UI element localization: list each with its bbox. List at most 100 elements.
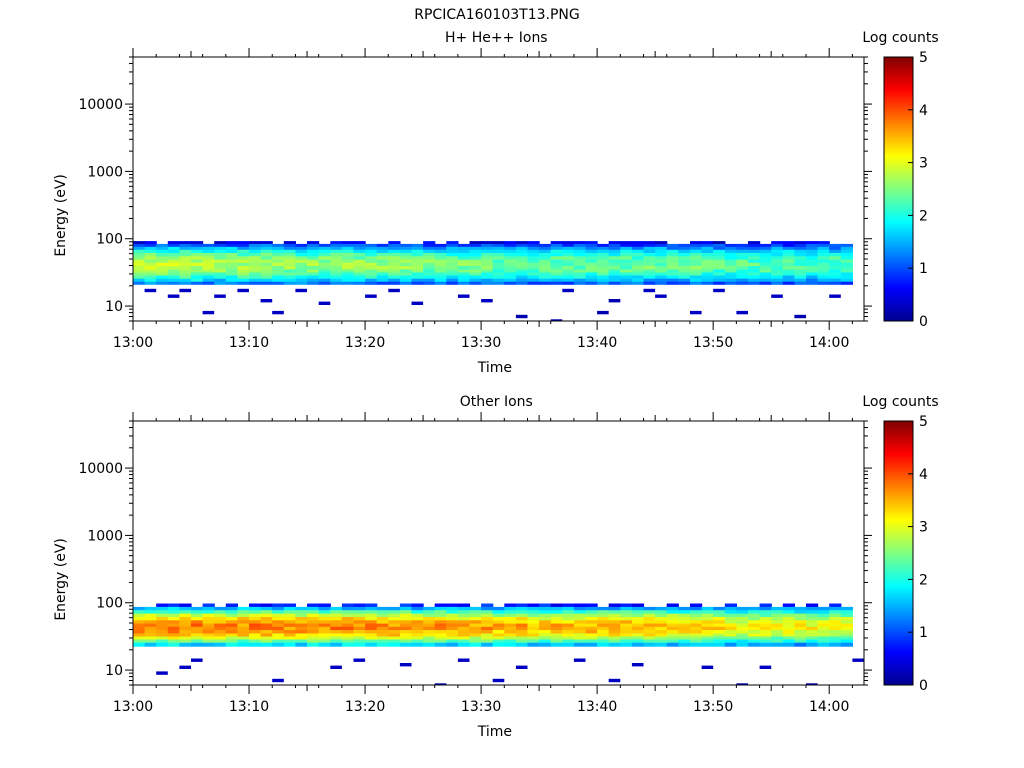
heatmap-cell: [399, 256, 413, 261]
heatmap-cell: [829, 269, 842, 274]
heatmap-cell: [829, 606, 842, 611]
heatmap-cell: [527, 617, 540, 621]
heatmap-cell: [492, 626, 505, 631]
heatmap-cell: [341, 253, 355, 257]
panel-title: H+ He++ Ions: [445, 30, 548, 46]
heatmap-cell: [295, 249, 308, 254]
heatmap-cell: [481, 253, 494, 257]
heatmap-cell: [620, 262, 633, 267]
heatmap-cell: [713, 275, 726, 280]
heatmap-cell: [597, 639, 610, 644]
heatmap-cell: [307, 610, 320, 615]
heatmap-cell: [457, 633, 471, 638]
heatmap-cell: [399, 623, 413, 628]
heatmap-cell: [388, 259, 401, 264]
heatmap-cell: [365, 639, 378, 644]
y-axis-label: Energy (eV): [53, 174, 69, 257]
heatmap-cell: [179, 665, 191, 669]
heatmap-cell: [341, 626, 355, 631]
heatmap-cell: [318, 259, 331, 264]
heatmap-cell: [376, 606, 389, 611]
heatmap-cell: [214, 269, 227, 274]
heatmap-cell: [307, 603, 320, 608]
heatmap-cell: [643, 623, 656, 628]
heatmap-cell: [225, 278, 238, 283]
heatmap-cell: [191, 249, 204, 254]
heatmap-cell: [144, 626, 157, 631]
heatmap-cell: [481, 278, 494, 283]
heatmap-cell: [585, 642, 598, 647]
heatmap-cell: [434, 620, 447, 625]
heatmap-cell: [759, 639, 772, 644]
heatmap-cell: [283, 256, 296, 261]
heatmap-cell: [840, 243, 853, 248]
heatmap-cell: [690, 310, 702, 315]
heatmap-cell: [225, 241, 238, 245]
heatmap-cell: [272, 281, 285, 285]
heatmap-cell: [794, 617, 807, 621]
heatmap-cell: [376, 281, 389, 285]
heatmap-cell: [330, 256, 343, 261]
heatmap-cell: [388, 630, 401, 635]
heatmap-cell: [295, 243, 308, 248]
heatmap-cell: [771, 639, 784, 644]
heatmap-cell: [794, 259, 807, 264]
heatmap-cell: [771, 253, 784, 257]
heatmap-cell: [249, 606, 262, 611]
heatmap-cell: [562, 269, 575, 274]
heatmap-cell: [840, 281, 853, 285]
heatmap-cell: [597, 272, 610, 276]
heatmap-cell: [365, 281, 378, 285]
heatmap-cell: [771, 636, 784, 640]
heatmap-cell: [771, 633, 784, 638]
heatmap-cell: [666, 272, 679, 276]
heatmap-cell: [283, 281, 296, 285]
heatmap-cell: [272, 603, 285, 608]
heatmap-cell: [283, 241, 296, 245]
heatmap-cell: [283, 262, 296, 267]
heatmap-cell: [272, 630, 285, 635]
heatmap-cell: [620, 243, 633, 248]
heatmap-cell: [202, 278, 215, 283]
x-axis-label: Time: [477, 360, 512, 376]
heatmap-cell: [620, 256, 633, 261]
heatmap-cell: [840, 630, 853, 635]
heatmap-cell: [666, 606, 679, 611]
heatmap-cell: [283, 246, 296, 251]
heatmap-cell: [840, 642, 853, 647]
heatmap-cell: [759, 623, 772, 628]
heatmap-cell: [225, 636, 238, 640]
heatmap-cell: [411, 301, 424, 305]
heatmap-cell: [573, 626, 587, 631]
heatmap-cell: [550, 281, 563, 285]
heatmap-cell: [434, 642, 447, 647]
heatmap-cell: [341, 269, 355, 274]
heatmap-cell: [724, 272, 737, 276]
heatmap-cell: [469, 281, 482, 285]
heatmap-cell: [365, 275, 378, 280]
heatmap-cell: [191, 241, 204, 245]
heatmap-cell: [631, 642, 645, 647]
heatmap-cell: [353, 606, 366, 611]
heatmap-cell: [585, 266, 598, 271]
heatmap-cell: [237, 620, 250, 625]
heatmap-cell: [655, 259, 668, 264]
heatmap-cell: [515, 262, 529, 267]
heatmap-cell: [655, 642, 668, 647]
heatmap-cell: [829, 630, 842, 635]
heatmap-cell: [550, 266, 563, 271]
heatmap-cell: [597, 613, 610, 618]
heatmap-cell: [573, 266, 587, 271]
heatmap-cell: [179, 253, 192, 257]
heatmap-cell: [550, 272, 563, 276]
heatmap-cell: [620, 253, 633, 257]
heatmap-cell: [573, 610, 587, 615]
heatmap-cell: [434, 243, 447, 248]
heatmap-cell: [631, 281, 645, 285]
heatmap-cell: [318, 253, 331, 257]
heatmap-cell: [388, 278, 401, 283]
heatmap-cell: [748, 243, 761, 248]
heatmap-cell: [283, 259, 296, 264]
heatmap-cell: [840, 617, 853, 621]
heatmap-cell: [748, 633, 761, 638]
